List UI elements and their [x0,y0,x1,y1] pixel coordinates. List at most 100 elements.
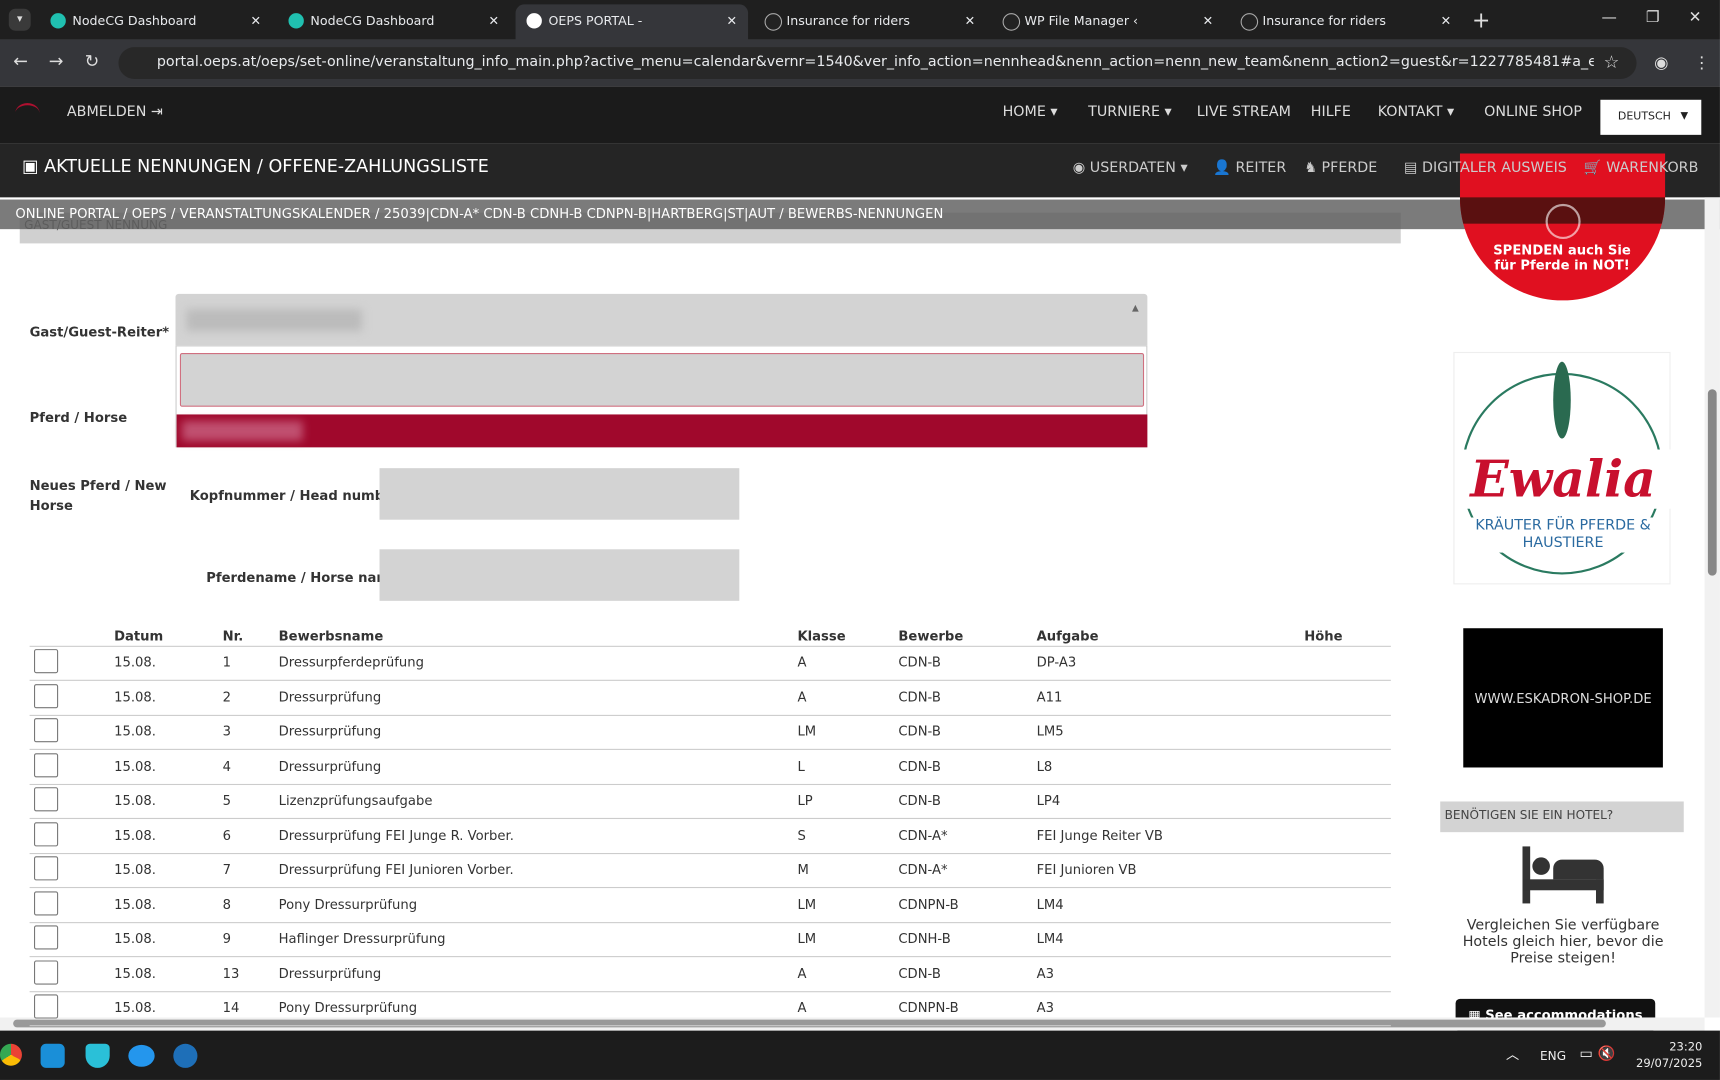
tray-arrow[interactable]: ︿ [1506,1047,1520,1063]
breadcrumb-item[interactable]: ONLINE PORTAL [15,206,119,222]
row-checkbox[interactable] [34,856,59,881]
row-checkbox[interactable] [34,959,59,985]
bed-head [1522,846,1531,904]
table-cell: CDN-B [898,654,941,670]
row-checkbox[interactable] [34,649,59,674]
sub-nav-text: WARENKORB [1606,160,1699,177]
horse-name-input[interactable] [379,549,740,601]
logout[interactable]: ABMELDEN ⇥ [66,104,163,121]
nav-buttons[interactable]: ← → ↻ [13,50,100,72]
table-cell: CDNH-B [898,930,951,947]
blurred-option [182,421,303,441]
table-cell: LM4 [1036,896,1064,912]
table-rule [29,990,1391,992]
row-checkbox[interactable] [34,752,59,777]
sub-nav-item[interactable]: ♞ PFERDE [1304,160,1378,177]
tab[interactable]: WP File Manager ‹ Sportdata — ✕ [992,4,1225,37]
highlighted-option[interactable] [176,414,1148,448]
sub-nav-item[interactable]: ◉ USERDATEN ▾ [1072,160,1188,177]
logo[interactable] [15,103,40,123]
table-cell: L [797,758,805,774]
bookmark-star[interactable]: ☆ [1603,51,1620,73]
editor-icon[interactable] [173,1043,198,1068]
table-rule [29,783,1391,785]
tab-close[interactable]: ✕ [964,13,976,29]
eskadron-ad[interactable] [1463,628,1663,768]
breadcrumb-item[interactable]: BEWERBS-NENNUNGEN [787,206,944,222]
ewalia-ad[interactable]: Ewalia KRÄUTER FÜR PFERDE & HAUSTIERE [1453,351,1672,585]
table-cell: Dressurprüfung [278,723,382,739]
row-checkbox[interactable] [34,787,59,812]
docker-icon[interactable] [128,1044,155,1067]
table-cell: CDN-A* [898,827,948,843]
table-cell: Lizenzprüfungsaufgabe [278,792,433,809]
menu-item[interactable]: LIVE STREAM [1197,104,1291,120]
tray-language[interactable]: ENG [1540,1049,1567,1064]
table-rule [29,817,1391,820]
table-rule [29,886,1391,889]
table-header: Datum [114,628,164,644]
row-checkbox[interactable] [34,925,59,950]
tab[interactable]: Insurance for riders ✕ [1230,4,1463,37]
table-cell: 1 [222,654,232,670]
new-tab[interactable]: + [1472,6,1491,33]
tab-menu[interactable]: ▾ [8,8,31,31]
table-header: Aufgabe [1036,628,1099,644]
vpn-icon[interactable] [85,1043,110,1068]
menu-item[interactable]: ONLINE SHOP [1484,104,1582,120]
table-cell: CDN-B [898,689,941,705]
tab[interactable]: OEPS PORTAL - Österreichische ✕ [515,4,749,40]
tray-icons[interactable]: ▭ 🔇 [1579,1045,1616,1063]
window-controls[interactable]: — ❐ ✕ [1601,8,1702,27]
menu-text: ONLINE SHOP [1484,104,1582,121]
row-checkbox[interactable] [34,683,59,708]
tab-close[interactable]: ✕ [1440,13,1452,29]
table-cell: Dressurprüfung [278,689,382,705]
url: portal.oeps.at/oeps/set-online/veranstal… [156,53,1594,71]
menu-item[interactable]: HOME ▾ [1002,104,1058,121]
table-cell: S [797,827,806,843]
table-cell: A [797,999,807,1016]
h-scroll-thumb[interactable] [13,1019,1606,1028]
search-input[interactable] [179,353,1145,407]
table-cell: CDNPN-B [898,896,959,912]
chrome-icon[interactable] [0,1043,22,1066]
tab-close[interactable]: ✕ [1202,13,1214,29]
hotel-heading-bar [1440,801,1684,833]
tab[interactable]: NodeCG Dashboard ✕ [39,4,272,37]
row-checkbox[interactable] [34,821,59,846]
sub-nav-item[interactable]: 👤 REITER [1213,160,1287,177]
hotel-heading: BENÖTIGEN SIE EIN HOTEL? [1444,808,1614,823]
head-number-input[interactable] [379,468,740,520]
menu-item[interactable]: HILFE [1311,104,1351,120]
profile-menu[interactable]: ◉ ⋮ [1654,52,1710,73]
bed-blanket [1553,859,1604,880]
tab[interactable]: Insurance for riders ✕ [754,4,987,37]
menu-item[interactable]: TURNIERE ▾ [1088,104,1172,121]
row-checkbox[interactable] [34,718,59,743]
sub-nav-item[interactable]: ▤ DIGITALER AUSWEIS [1404,160,1567,177]
omnibox[interactable] [118,47,1637,79]
tab-close[interactable]: ✕ [488,13,500,29]
table-cell: A [797,965,807,981]
sub-header [0,143,1720,198]
tab-close[interactable]: ✕ [726,13,738,29]
app-icon[interactable] [40,1043,65,1068]
breadcrumb-item[interactable]: OEPS [131,206,167,222]
v-scroll-thumb[interactable] [1707,389,1717,576]
tab-close[interactable]: ✕ [250,13,262,29]
tab-title: NodeCG Dashboard [310,13,435,29]
table-header: Nr. [222,628,244,644]
row-checkbox[interactable] [34,890,59,915]
language-select[interactable] [1600,99,1702,135]
tab[interactable]: NodeCG Dashboard ✕ [278,4,511,37]
breadcrumb-item[interactable]: VERANSTALTUNGSKALENDER [179,206,371,222]
row-checkbox[interactable] [34,994,59,1019]
sub-nav-item[interactable]: 🛒 WARENKORB [1583,160,1699,177]
table-cell: 6 [222,827,232,843]
breadcrumb-item[interactable]: 25039|CDN-A* CDN-B CDNH-B CDNPN-B|HARTBE… [383,206,776,222]
table-cell: Dressurpferdeprüfung [278,654,424,670]
menu-item[interactable]: KONTAKT ▾ [1377,104,1455,121]
table-header: Höhe [1304,628,1343,644]
table-cell: M [797,861,809,878]
